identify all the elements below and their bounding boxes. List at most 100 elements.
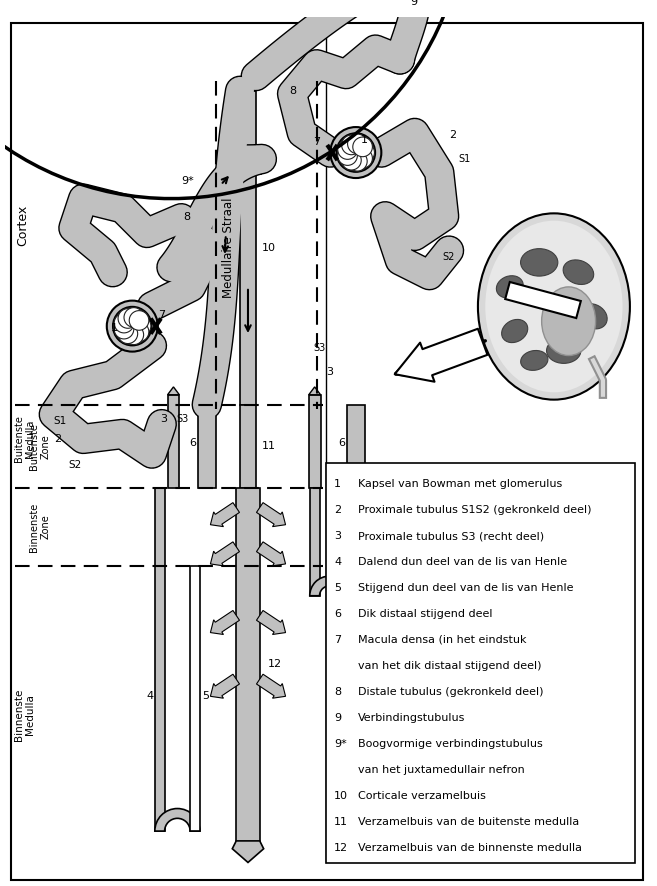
Ellipse shape — [478, 214, 630, 400]
Text: Verzamelbuis van de buitenste medulla: Verzamelbuis van de buitenste medulla — [358, 817, 579, 827]
Ellipse shape — [497, 276, 523, 298]
Bar — [190, 566, 200, 831]
Text: 2: 2 — [449, 130, 456, 140]
Text: Verzamelbuis van de binnenste medulla: Verzamelbuis van de binnenste medulla — [358, 843, 582, 853]
Text: Buitenste
Medulla: Buitenste Medulla — [14, 415, 35, 462]
Text: Verbindingstubulus: Verbindingstubulus — [358, 713, 465, 723]
Circle shape — [336, 133, 375, 172]
Text: 8: 8 — [183, 213, 191, 222]
Circle shape — [342, 135, 361, 155]
Bar — [347, 405, 365, 488]
Bar — [155, 488, 165, 831]
Text: Dik distaal stijgend deel: Dik distaal stijgend deel — [358, 609, 492, 619]
FancyArrow shape — [210, 674, 240, 698]
Bar — [309, 395, 321, 488]
Text: 11: 11 — [334, 817, 348, 827]
Circle shape — [342, 151, 361, 170]
Text: 7: 7 — [334, 635, 342, 645]
Circle shape — [129, 322, 149, 342]
Text: 1: 1 — [111, 323, 118, 333]
Bar — [309, 488, 319, 595]
Text: 10: 10 — [334, 791, 348, 801]
Text: Proximale tubulus S1S2 (gekronkeld deel): Proximale tubulus S1S2 (gekronkeld deel) — [358, 505, 591, 515]
Circle shape — [353, 149, 373, 168]
FancyArrow shape — [256, 610, 286, 634]
FancyArrow shape — [256, 542, 286, 566]
FancyArrow shape — [210, 542, 240, 566]
Polygon shape — [233, 841, 263, 862]
Text: 7: 7 — [313, 136, 320, 147]
Text: 8: 8 — [334, 687, 342, 697]
FancyArrow shape — [210, 610, 240, 634]
Bar — [237, 488, 260, 846]
Text: 12: 12 — [334, 843, 348, 853]
Ellipse shape — [502, 320, 528, 343]
Text: 1: 1 — [361, 135, 368, 144]
Text: S3: S3 — [313, 343, 326, 353]
Text: Medullaire Straal: Medullaire Straal — [222, 198, 235, 298]
Text: 7: 7 — [158, 310, 165, 320]
Circle shape — [124, 325, 144, 345]
Circle shape — [355, 143, 374, 162]
Circle shape — [112, 307, 152, 346]
Text: Corticale verzamelbuis: Corticale verzamelbuis — [358, 791, 486, 801]
Text: S2: S2 — [442, 253, 455, 262]
Text: S3: S3 — [176, 414, 189, 424]
Text: 11: 11 — [261, 441, 276, 451]
Ellipse shape — [521, 351, 548, 370]
Ellipse shape — [579, 304, 607, 329]
Wedge shape — [155, 809, 200, 831]
Circle shape — [353, 137, 373, 157]
Text: 6: 6 — [189, 439, 196, 448]
Text: Buitenste
Zone: Buitenste Zone — [30, 423, 51, 470]
Text: S2: S2 — [68, 461, 81, 470]
Circle shape — [129, 311, 149, 330]
Bar — [505, 282, 581, 318]
Text: 6: 6 — [334, 609, 341, 619]
Circle shape — [107, 300, 158, 352]
Bar — [327, 463, 635, 864]
Bar — [339, 488, 349, 595]
Circle shape — [114, 314, 134, 333]
Circle shape — [338, 146, 357, 166]
Circle shape — [118, 324, 138, 344]
Text: Dalend dun deel van de lis van Henle: Dalend dun deel van de lis van Henle — [358, 557, 567, 567]
Text: 12: 12 — [267, 659, 282, 670]
Text: Proximale tubulus S3 (recht deel): Proximale tubulus S3 (recht deel) — [358, 531, 544, 541]
Text: van het juxtamedullair nefron: van het juxtamedullair nefron — [358, 765, 524, 775]
Text: Cortex: Cortex — [16, 205, 29, 246]
Text: S1: S1 — [459, 154, 471, 165]
Bar — [168, 395, 179, 488]
Wedge shape — [309, 576, 349, 595]
Text: 3: 3 — [327, 367, 333, 377]
Text: 1: 1 — [334, 479, 341, 489]
Text: 4: 4 — [146, 691, 153, 701]
Text: 3: 3 — [334, 531, 341, 541]
Text: Kapsel van Bowman met glomerulus: Kapsel van Bowman met glomerulus — [358, 479, 562, 489]
Text: Binnenste
Zone: Binnenste Zone — [30, 502, 51, 552]
FancyArrow shape — [256, 674, 286, 698]
FancyArrow shape — [256, 502, 286, 526]
Circle shape — [348, 152, 367, 171]
Text: 9: 9 — [410, 0, 417, 7]
Text: 4: 4 — [334, 519, 342, 529]
Polygon shape — [309, 387, 321, 395]
Text: 3: 3 — [160, 414, 167, 424]
Polygon shape — [168, 387, 179, 395]
Ellipse shape — [541, 287, 596, 355]
Bar — [198, 405, 215, 488]
Ellipse shape — [520, 249, 558, 276]
Text: 9*: 9* — [334, 739, 347, 749]
FancyArrowPatch shape — [395, 329, 487, 382]
Circle shape — [131, 316, 151, 336]
Text: Macula densa (in het eindstuk: Macula densa (in het eindstuk — [358, 635, 526, 645]
Circle shape — [118, 308, 138, 329]
Circle shape — [338, 140, 357, 159]
Text: van het dik distaal stijgend deel): van het dik distaal stijgend deel) — [358, 661, 541, 671]
Text: 10: 10 — [261, 243, 276, 253]
Text: 5: 5 — [202, 691, 209, 701]
Bar — [240, 405, 256, 488]
Text: S1: S1 — [54, 416, 67, 426]
Text: 8: 8 — [289, 86, 296, 96]
Text: 2: 2 — [54, 434, 61, 444]
